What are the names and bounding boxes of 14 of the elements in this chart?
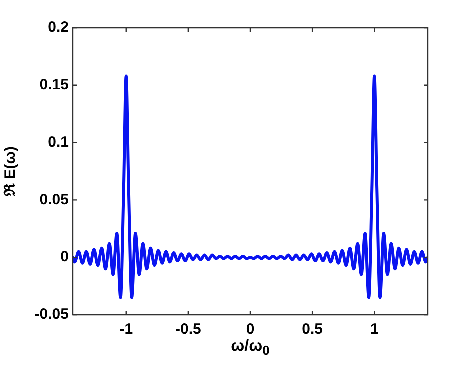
y-tick-label: 0.05 bbox=[40, 191, 69, 208]
x-axis-title: ω/ω$_{0}$ bbox=[230, 338, 271, 360]
y-axis-title: ℜ E(ω) bbox=[2, 146, 20, 198]
x-tick-label: 1 bbox=[370, 321, 379, 338]
line-series bbox=[73, 74, 428, 300]
y-tick-label: -0.05 bbox=[34, 306, 69, 324]
x-tick-label: 0 bbox=[246, 321, 255, 338]
y-tick-label: 0.15 bbox=[40, 76, 69, 94]
x-tick-label: 0.5 bbox=[302, 321, 323, 338]
y-tick-label: 0 bbox=[60, 248, 69, 266]
x-tick-label: -1 bbox=[120, 321, 134, 338]
y-tick-label: 0.2 bbox=[48, 19, 69, 36]
y-tick-label: 0.1 bbox=[48, 134, 69, 151]
x-tick-label: -0.5 bbox=[176, 321, 202, 338]
